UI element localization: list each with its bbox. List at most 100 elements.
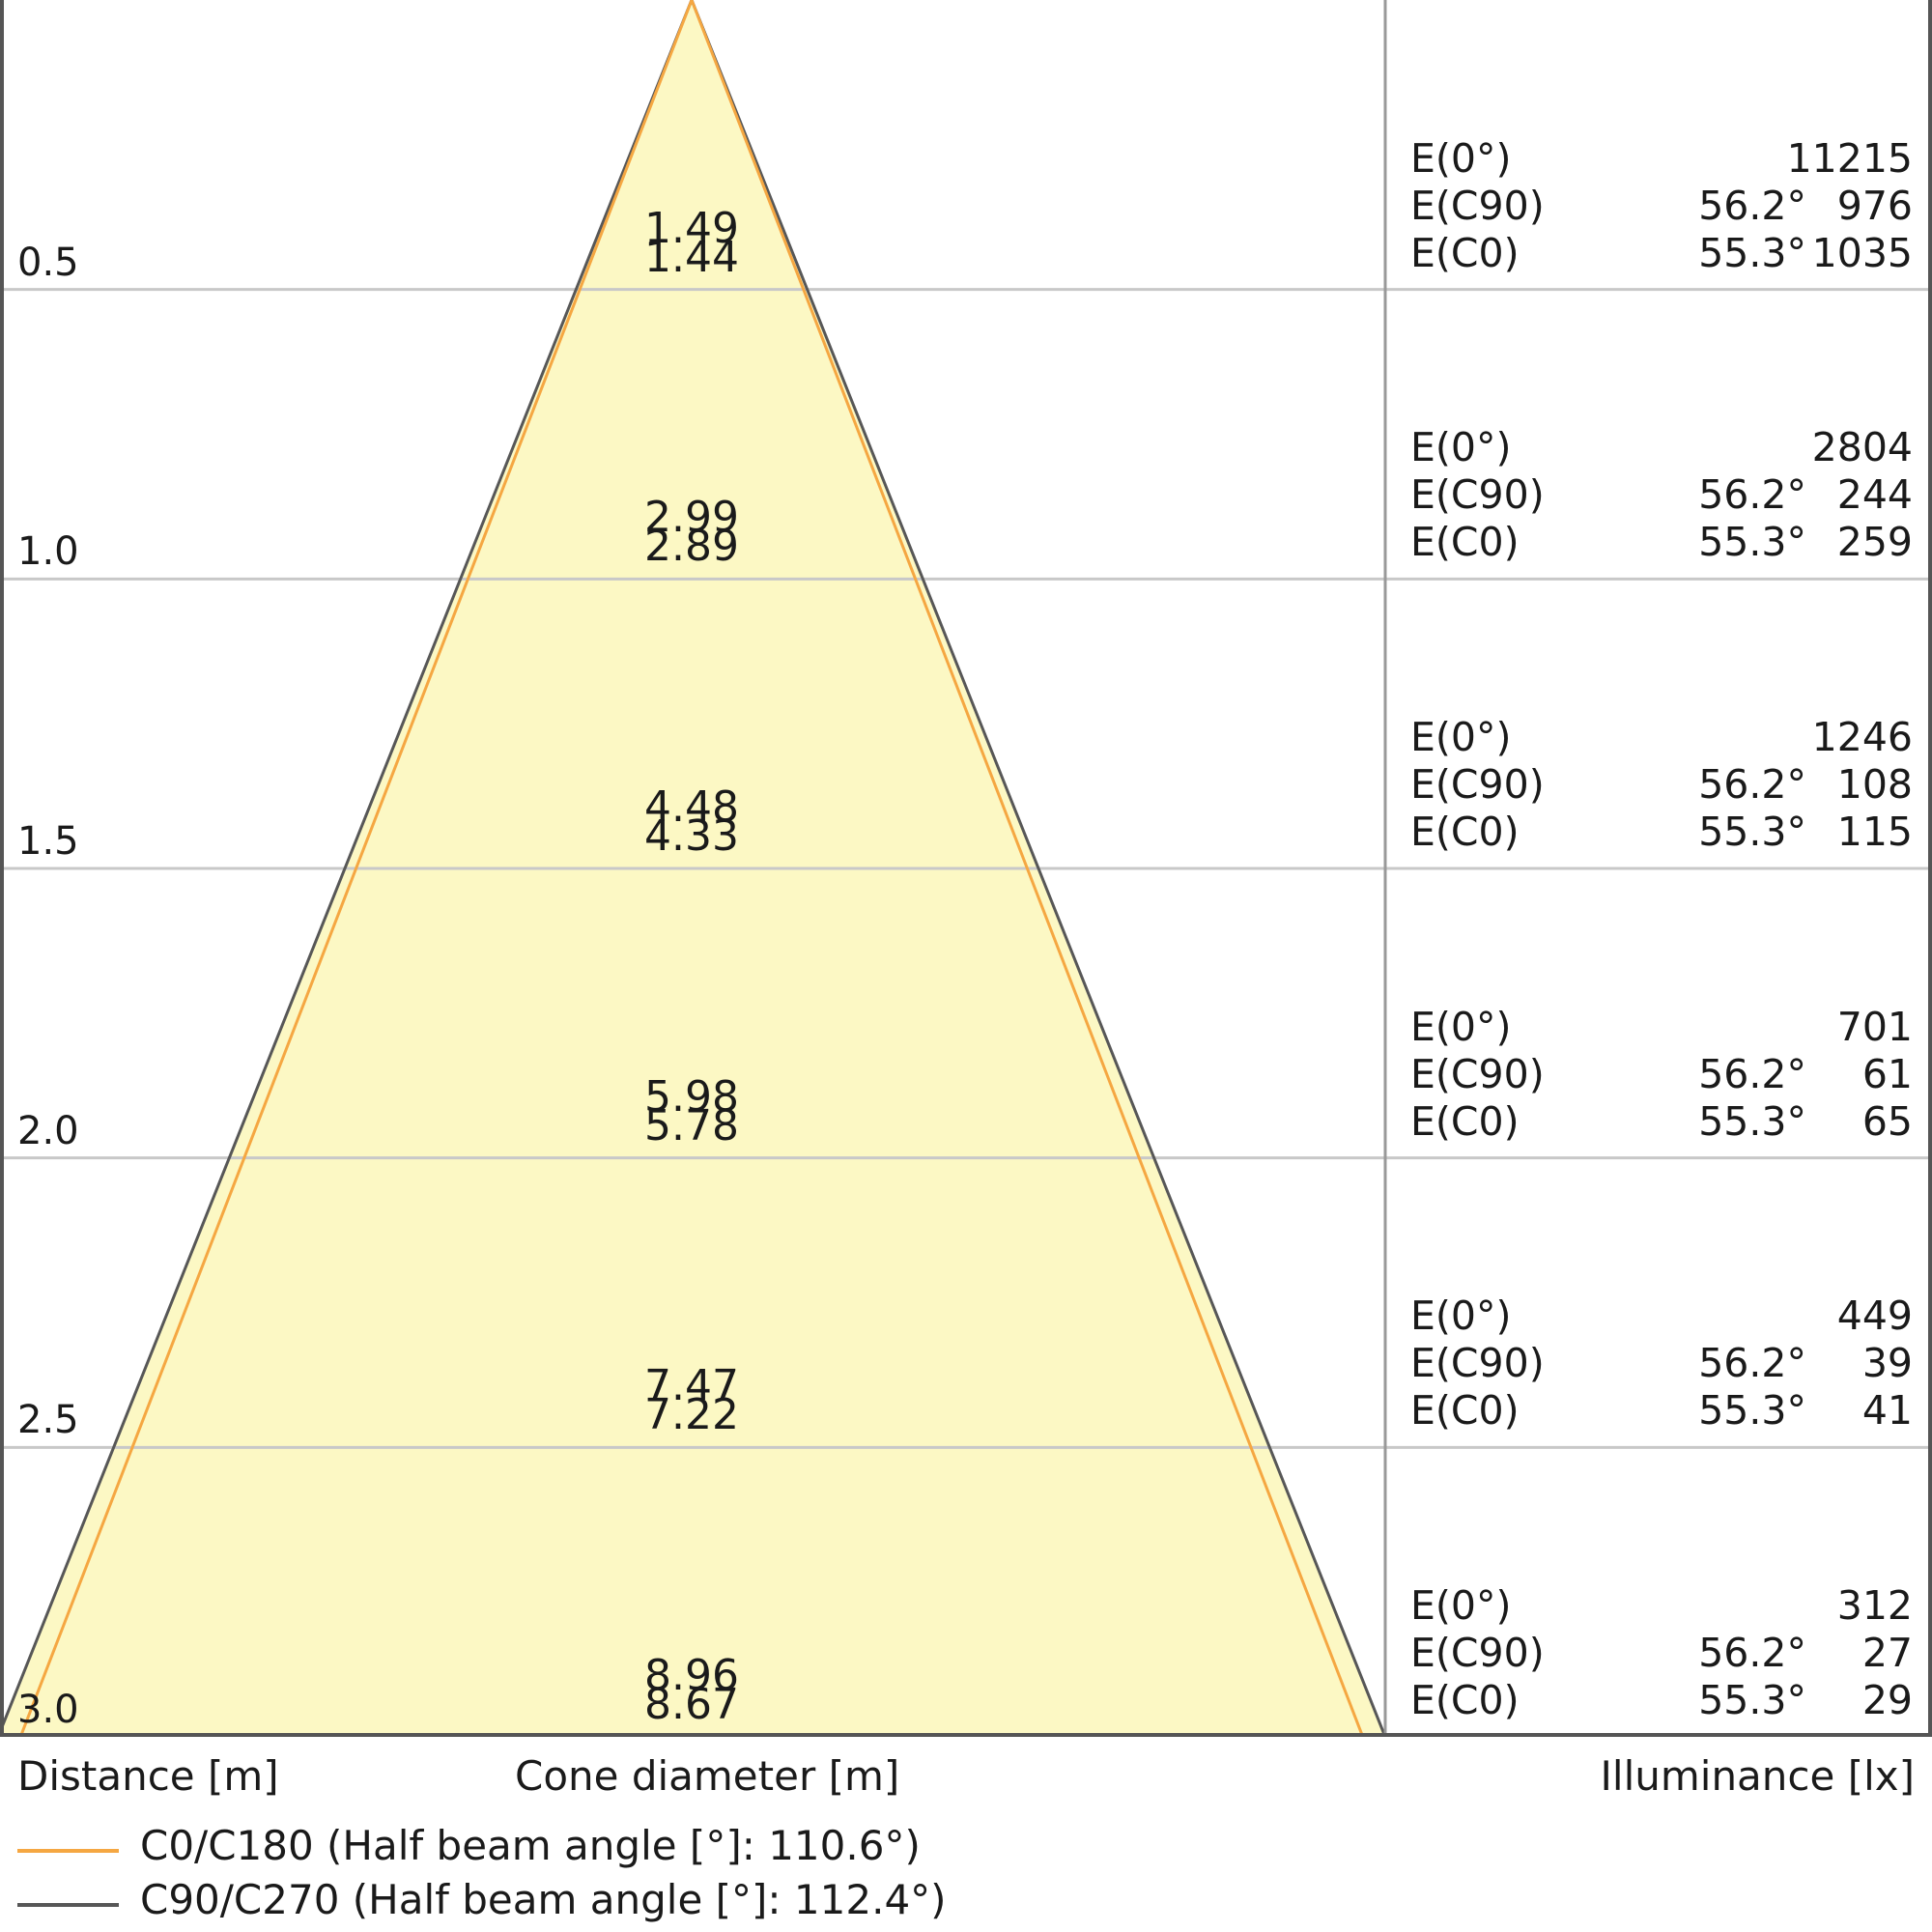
illuminance-value: 39 bbox=[1861, 1340, 1913, 1387]
illuminance-value: 976 bbox=[1836, 182, 1913, 229]
plot-area: 0.5 1.0 1.5 2.0 2.5 3.0 1.49 1.44 2.99 2.89 4.48 4… bbox=[0, 0, 1932, 1737]
illuminance-row: E(C0) 55.3° 29 bbox=[1410, 1677, 1913, 1724]
cone-diameter-c90-1.0: 2.99 bbox=[644, 493, 739, 543]
illuminance-key: E(0°) bbox=[1410, 714, 1512, 760]
illuminance-angle: 56.2° bbox=[1698, 1340, 1806, 1387]
cone-diameter-c0-3.0: 8.67 bbox=[644, 1680, 739, 1729]
illuminance-key: E(C90) bbox=[1410, 1630, 1545, 1676]
illuminance-row: E(C90) 56.2° 976 bbox=[1410, 183, 1913, 230]
illuminance-angle: 55.3° bbox=[1698, 809, 1806, 855]
illuminance-value: 41 bbox=[1861, 1387, 1913, 1435]
cone-diameter-c90-2.5: 7.47 bbox=[644, 1361, 739, 1411]
illuminance-value: 61 bbox=[1861, 1050, 1913, 1097]
illuminance-key: E(C90) bbox=[1410, 1340, 1545, 1387]
illuminance-row: E(0°) 312 bbox=[1410, 1582, 1913, 1630]
distance-label-2.0: 2.0 bbox=[17, 1108, 79, 1153]
illuminance-key: E(C90) bbox=[1410, 761, 1545, 808]
illuminance-angle: 55.3° bbox=[1698, 1677, 1806, 1723]
legend-item-c90-c270: C90/C270 (Half beam angle [°]: 112.4°) bbox=[0, 1878, 1932, 1932]
illuminance-block-2.0: E(0°) 701 E(C90) 56.2° 61 E(C0) 55.3° 65 bbox=[1410, 1004, 1913, 1146]
illuminance-value: 312 bbox=[1836, 1582, 1913, 1629]
illuminance-angle: 56.2° bbox=[1698, 1050, 1806, 1097]
illuminance-value: 115 bbox=[1836, 809, 1913, 855]
cone-diameter-pair-1.5: 4.48 4.33 bbox=[547, 786, 837, 864]
illuminance-row: E(0°) 449 bbox=[1410, 1293, 1913, 1340]
illuminance-row: E(C0) 55.3° 1035 bbox=[1410, 230, 1913, 277]
illuminance-key: E(C0) bbox=[1410, 1097, 1520, 1145]
illuminance-row: E(0°) 11215 bbox=[1410, 135, 1913, 183]
illuminance-key: E(0°) bbox=[1410, 1003, 1512, 1050]
illuminance-row: E(0°) 1246 bbox=[1410, 714, 1913, 761]
illuminance-row: E(C0) 55.3° 259 bbox=[1410, 519, 1913, 566]
illuminance-key: E(C0) bbox=[1410, 1677, 1520, 1723]
illuminance-key: E(0°) bbox=[1410, 424, 1512, 471]
legend-line-swatch-icon bbox=[17, 1903, 119, 1907]
illuminance-block-0.5: E(0°) 11215 E(C90) 56.2° 976 E(C0) 55.3° 1035 bbox=[1410, 135, 1913, 277]
illuminance-key: E(C90) bbox=[1410, 471, 1545, 519]
illuminance-angle: 56.2° bbox=[1698, 471, 1806, 519]
distance-label-2.5: 2.5 bbox=[17, 1398, 79, 1443]
illuminance-row: E(0°) 701 bbox=[1410, 1004, 1913, 1051]
distance-label-1.5: 1.5 bbox=[17, 819, 79, 864]
illuminance-value: 2804 bbox=[1811, 424, 1913, 471]
illuminance-row: E(C90) 56.2° 108 bbox=[1410, 761, 1913, 809]
illuminance-key: E(C90) bbox=[1410, 1050, 1545, 1097]
illuminance-row: E(C0) 55.3° 65 bbox=[1410, 1098, 1913, 1146]
cone-graphic bbox=[0, 0, 1932, 1737]
caption-distance: Distance [m] bbox=[17, 1752, 279, 1800]
legend-label: C0/C180 (Half beam angle [°]: 110.6°) bbox=[140, 1822, 921, 1869]
illuminance-row: E(0°) 2804 bbox=[1410, 424, 1913, 471]
illuminance-key: E(0°) bbox=[1410, 134, 1512, 182]
illuminance-block-1.5: E(0°) 1246 E(C90) 56.2° 108 E(C0) 55.3° 115 bbox=[1410, 714, 1913, 856]
caption-cone-diameter: Cone diameter [m] bbox=[515, 1752, 900, 1800]
illuminance-key: E(C0) bbox=[1410, 1387, 1520, 1435]
illuminance-value: 29 bbox=[1861, 1677, 1913, 1723]
illuminance-angle: 56.2° bbox=[1698, 182, 1806, 229]
cone-diameter-c0-1.5: 4.33 bbox=[644, 811, 739, 861]
legend-label: C90/C270 (Half beam angle [°]: 112.4°) bbox=[140, 1876, 947, 1923]
distance-label-3.0: 3.0 bbox=[17, 1688, 79, 1732]
cone-diameter-c90-3.0: 8.96 bbox=[644, 1651, 739, 1700]
legend: C0/C180 (Half beam angle [°]: 110.6°) C90… bbox=[0, 1824, 1932, 1932]
illuminance-value: 1035 bbox=[1811, 229, 1913, 276]
illuminance-row: E(C0) 55.3° 41 bbox=[1410, 1387, 1913, 1435]
illuminance-value: 27 bbox=[1861, 1630, 1913, 1676]
cone-diameter-c0-0.5: 1.44 bbox=[644, 232, 739, 282]
illuminance-value: 1246 bbox=[1811, 714, 1913, 760]
illuminance-key: E(0°) bbox=[1410, 1293, 1512, 1340]
cone-diameter-c90-1.5: 4.48 bbox=[644, 782, 739, 832]
illuminance-angle: 56.2° bbox=[1698, 1630, 1806, 1676]
distance-label-1.0: 1.0 bbox=[17, 529, 79, 575]
illuminance-row: E(C90) 56.2° 244 bbox=[1410, 471, 1913, 519]
illuminance-row: E(C90) 56.2° 39 bbox=[1410, 1340, 1913, 1387]
illuminance-key: E(C0) bbox=[1410, 229, 1520, 276]
illuminance-row: E(C0) 55.3° 115 bbox=[1410, 809, 1913, 856]
axis-caption-row: Distance [m] Cone diameter [m] Illuminan… bbox=[0, 1750, 1932, 1808]
illuminance-block-2.5: E(0°) 449 E(C90) 56.2° 39 E(C0) 55.3° 41 bbox=[1410, 1293, 1913, 1435]
cone-diameter-c0-2.5: 7.22 bbox=[644, 1390, 739, 1440]
illuminance-angle: 55.3° bbox=[1698, 1097, 1806, 1145]
cone-diameter-c0-1.0: 2.89 bbox=[644, 522, 739, 572]
illuminance-value: 11215 bbox=[1786, 134, 1913, 182]
illuminance-block-3.0: E(0°) 312 E(C90) 56.2° 27 E(C0) 55.3° 29 bbox=[1410, 1582, 1913, 1724]
cone-diameter-pair-2.5: 7.47 7.22 bbox=[547, 1365, 837, 1442]
illuminance-value: 244 bbox=[1836, 471, 1913, 519]
cone-diameter-pair-3.0: 8.96 8.67 bbox=[547, 1655, 837, 1732]
illuminance-key: E(C0) bbox=[1410, 519, 1520, 566]
illuminance-angle: 56.2° bbox=[1698, 761, 1806, 808]
illuminance-block-1.0: E(0°) 2804 E(C90) 56.2° 244 E(C0) 55.3° 259 bbox=[1410, 424, 1913, 566]
cone-diameter-c0-2.0: 5.78 bbox=[644, 1100, 739, 1151]
illuminance-value: 65 bbox=[1861, 1097, 1913, 1145]
illuminance-angle: 55.3° bbox=[1698, 229, 1806, 276]
cone-diameter-c90-0.5: 1.49 bbox=[644, 203, 739, 253]
illuminance-key: E(0°) bbox=[1410, 1582, 1512, 1629]
illuminance-value: 449 bbox=[1836, 1293, 1913, 1340]
c0-c180-beam-line bbox=[18, 0, 1365, 1737]
c90-c270-beam-line bbox=[0, 0, 1387, 1737]
distance-label-0.5: 0.5 bbox=[17, 240, 79, 285]
illuminance-value: 108 bbox=[1836, 761, 1913, 808]
illuminance-row: E(C90) 56.2° 27 bbox=[1410, 1630, 1913, 1677]
illuminance-row: E(C90) 56.2° 61 bbox=[1410, 1051, 1913, 1098]
illuminance-key: E(C90) bbox=[1410, 182, 1545, 229]
